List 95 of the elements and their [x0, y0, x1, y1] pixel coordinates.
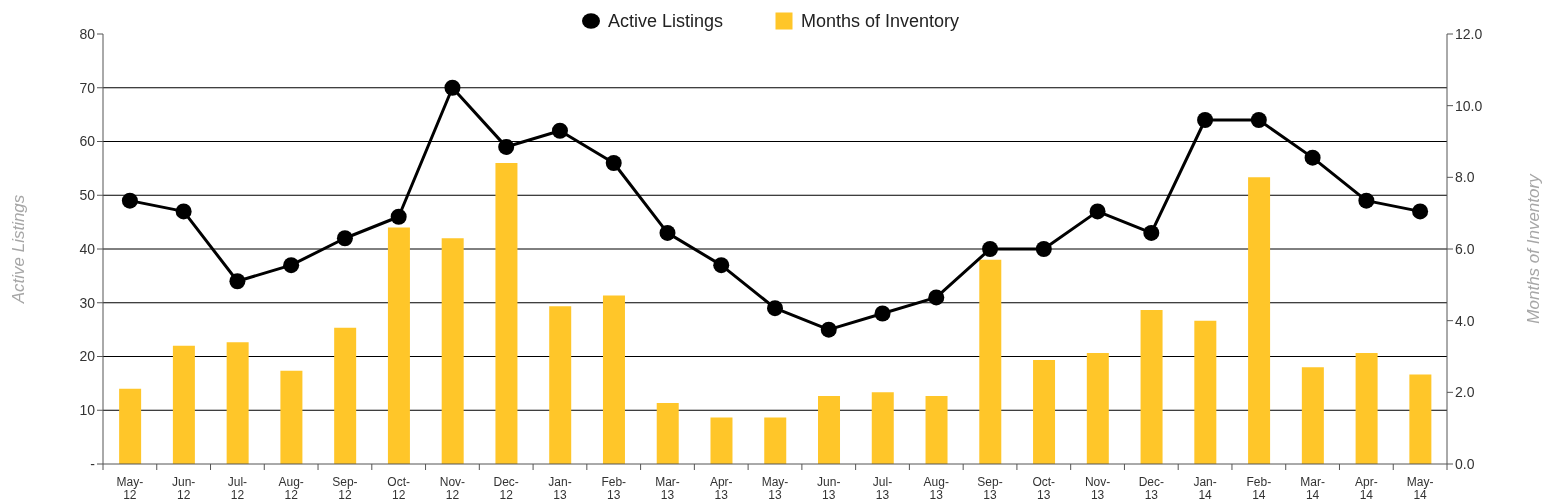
x-tick-label: Feb-14: [1246, 475, 1272, 502]
bar: [818, 395, 841, 464]
y2-tick-label: 10.0: [1455, 97, 1483, 114]
x-tick-label: Sep-12: [332, 475, 358, 502]
x-tick-label: Jun-12: [171, 475, 196, 502]
x-tick-label: Aug-12: [278, 475, 304, 502]
point: [605, 155, 622, 171]
y-tick-label: -: [90, 455, 96, 472]
point: [1250, 112, 1267, 128]
point: [390, 208, 407, 225]
point: [1143, 224, 1160, 241]
point: [659, 224, 676, 241]
x-tick-label: May-14: [1406, 475, 1434, 502]
y2-tick-label: 12.0: [1455, 25, 1483, 42]
point: [175, 203, 192, 220]
bar: [1140, 309, 1163, 464]
bar: [764, 417, 787, 464]
y2-tick-label: 8.0: [1455, 169, 1475, 186]
bar: [871, 392, 894, 464]
x-tick-label: Oct-13: [1032, 475, 1056, 502]
bar: [334, 327, 357, 464]
point: [820, 321, 837, 338]
bar: [1194, 320, 1217, 464]
y2-tick-label: 2.0: [1455, 384, 1475, 401]
x-tick-label: Mar-14: [1300, 475, 1325, 502]
bar: [1409, 374, 1432, 464]
y-tick-label: 40: [79, 240, 96, 257]
x-tick-label: Dec-13: [1138, 475, 1164, 502]
bar: [226, 342, 249, 464]
point: [982, 241, 999, 257]
point: [283, 257, 300, 274]
bar: [495, 163, 518, 464]
y2-axis-title: Months of Inventory: [1523, 172, 1543, 324]
point: [767, 300, 783, 317]
point: [1358, 192, 1375, 209]
point: [1089, 203, 1106, 220]
y2-tick-label: 4.0: [1455, 312, 1475, 329]
point: [1197, 112, 1214, 128]
point: [874, 305, 891, 322]
point: [444, 79, 461, 96]
bar: [441, 238, 464, 464]
x-tick-label: Jan-14: [1193, 475, 1217, 502]
bar: [172, 345, 195, 464]
bar: [1355, 352, 1378, 464]
point: [229, 273, 246, 290]
bar: [119, 388, 142, 464]
bar: [656, 403, 679, 464]
bar: [1301, 367, 1324, 464]
legend-label: Active Listings: [607, 10, 723, 32]
x-tick-label: Nov-13: [1084, 475, 1111, 502]
y-axis-title: Active Listings: [8, 194, 28, 305]
x-tick-label: Apr-14: [1355, 475, 1378, 502]
x-tick-label: Aug-13: [923, 475, 949, 502]
y-tick-label: 50: [79, 187, 96, 204]
x-tick-label: Sep-13: [977, 475, 1003, 502]
x-tick-label: Nov-12: [439, 475, 466, 502]
point: [336, 230, 353, 247]
x-tick-label: Jun-13: [817, 475, 841, 502]
point: [1412, 203, 1429, 220]
y2-tick-label: 6.0: [1455, 240, 1475, 257]
y-tick-label: 70: [79, 79, 96, 96]
y-tick-label: 80: [79, 25, 96, 42]
y-tick-label: 30: [79, 294, 96, 311]
bar: [1248, 177, 1271, 464]
bar: [710, 417, 733, 464]
point: [121, 192, 138, 209]
bar: [549, 306, 572, 464]
y2-tick-label: 0.0: [1455, 455, 1475, 472]
y-tick-label: 20: [79, 348, 96, 365]
x-tick-label: Jul-13: [872, 475, 893, 502]
y-tick-label: 60: [79, 133, 96, 150]
x-tick-label: May-13: [761, 475, 789, 502]
bar: [979, 259, 1002, 464]
point: [928, 289, 945, 306]
x-tick-label: Apr-13: [709, 475, 733, 502]
point: [713, 257, 730, 274]
x-tick-label: May-12: [116, 475, 144, 502]
point: [551, 122, 568, 139]
point: [1035, 241, 1052, 257]
point: [1304, 149, 1321, 166]
x-tick-label: Mar-13: [655, 475, 680, 502]
bar: [1086, 352, 1109, 464]
legend-label: Months of Inventory: [800, 10, 960, 32]
x-tick-label: Jul-12: [227, 475, 248, 502]
bar: [280, 370, 303, 464]
y-tick-label: 10: [79, 402, 96, 419]
bar: [602, 295, 625, 464]
point: [498, 138, 515, 155]
bar: [925, 395, 948, 464]
bar: [387, 227, 410, 464]
x-tick-label: Feb-13: [601, 475, 627, 502]
bar: [1033, 360, 1056, 464]
x-tick-label: Oct-12: [387, 475, 411, 502]
x-tick-label: Jan-13: [548, 475, 572, 502]
x-tick-label: Dec-12: [493, 475, 519, 502]
